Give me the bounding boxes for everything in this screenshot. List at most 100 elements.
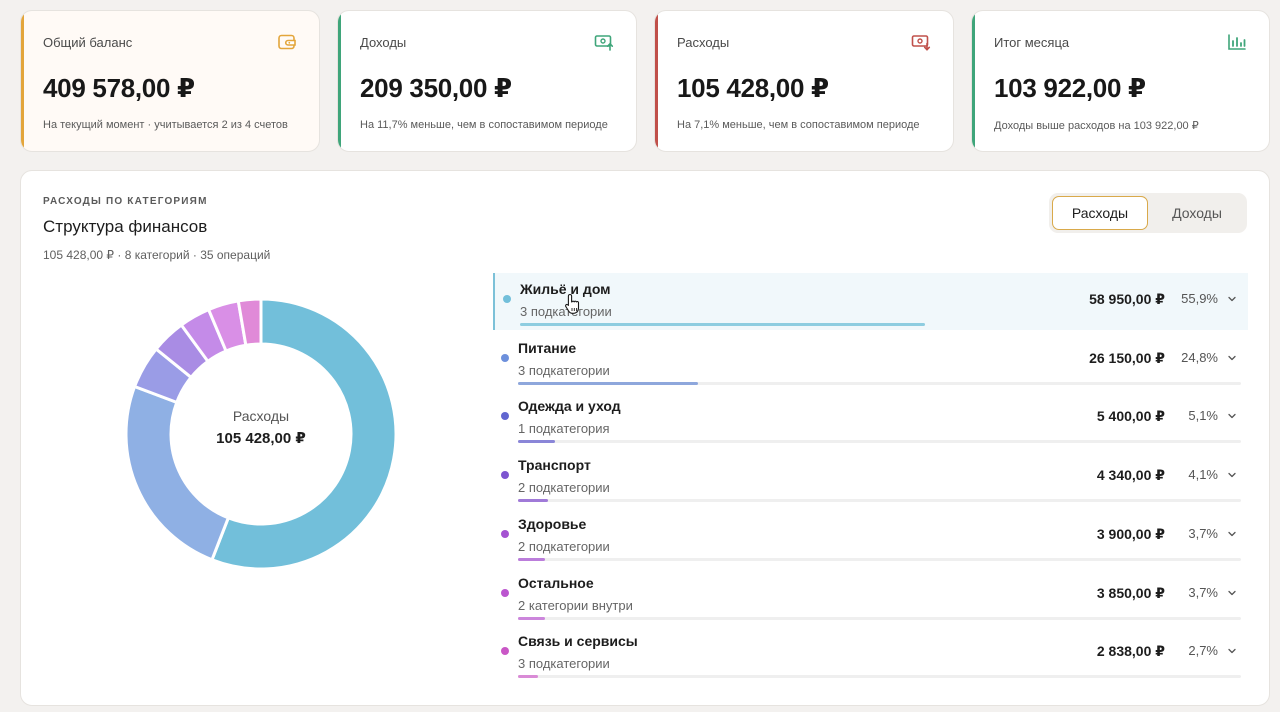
- card-note: На текущий момент · учитывается 2 из 4 с…: [43, 119, 288, 131]
- category-subtitle: 2 подкатегории: [518, 538, 610, 554]
- category-progress-track: [520, 323, 1243, 326]
- card-accent: [972, 11, 975, 151]
- card-accent: [21, 11, 24, 151]
- category-subtitle: 3 подкатегории: [518, 362, 610, 378]
- category-color-dot: [501, 471, 509, 480]
- chevron-down-icon[interactable]: [1226, 528, 1238, 540]
- card-accent: [655, 11, 658, 151]
- category-subtitle: 3 подкатегории: [520, 304, 612, 319]
- section-eyebrow: РАСХОДЫ ПО КАТЕГОРИЯМ: [43, 196, 208, 207]
- category-name: Остальное: [518, 574, 594, 591]
- donut-slice[interactable]: [210, 298, 397, 570]
- category-amount: 5 400,00 ₽: [1096, 408, 1165, 425]
- donut-slice[interactable]: [236, 298, 263, 348]
- category-name: Связь и сервисы: [518, 633, 638, 650]
- category-row[interactable]: Здоровье 2 подкатегории 3 900,00 ₽ 3,7%: [493, 508, 1248, 565]
- toggle-expenses[interactable]: Расходы: [1052, 196, 1148, 230]
- toggle-income[interactable]: Доходы: [1172, 205, 1222, 221]
- chevron-down-icon[interactable]: [1226, 469, 1238, 481]
- category-progress-track: [518, 675, 1241, 679]
- card-title: Расходы: [677, 35, 730, 50]
- category-amount: 4 340,00 ₽: [1096, 467, 1165, 484]
- category-subtitle: 1 подкатегория: [518, 421, 610, 437]
- category-progress-fill: [518, 675, 538, 679]
- category-name: Одежда и уход: [518, 398, 621, 415]
- category-color-dot: [501, 647, 509, 656]
- expense-card[interactable]: Расходы 105 428,00 ₽ На 7,1% меньше, чем…: [654, 10, 954, 152]
- summary-cards: Общий баланс 409 578,00 ₽ На текущий мом…: [20, 10, 1270, 152]
- category-progress-track: [518, 557, 1241, 561]
- category-percent: 4,1%: [1188, 467, 1218, 483]
- card-title: Общий баланс: [43, 35, 133, 50]
- category-percent: 55,9%: [1181, 291, 1218, 306]
- category-progress-track: [518, 616, 1241, 620]
- category-name: Жильё и дом: [520, 281, 611, 297]
- category-color-dot: [501, 588, 509, 597]
- category-row[interactable]: Связь и сервисы 3 подкатегории 2 838,00 ₽ 2…: [493, 625, 1248, 682]
- category-subtitle: 2 подкатегории: [518, 480, 610, 496]
- category-name: Здоровье: [518, 515, 587, 532]
- category-percent: 5,1%: [1188, 408, 1218, 424]
- income-card[interactable]: Доходы 209 350,00 ₽ На 11,7% меньше, чем…: [337, 10, 637, 152]
- donut-chart: [125, 298, 397, 570]
- wallet-icon: [278, 34, 296, 50]
- card-accent: [338, 11, 341, 151]
- category-progress-fill: [518, 616, 545, 620]
- category-progress-track: [518, 381, 1241, 385]
- category-progress-fill: [518, 499, 548, 503]
- category-percent: 24,8%: [1181, 349, 1218, 365]
- category-row[interactable]: Остальное 2 категории внутри 3 850,00 ₽ 3,7…: [493, 567, 1248, 624]
- card-value: 409 578,00 ₽: [43, 73, 195, 103]
- category-subtitle: 2 категории внутри: [518, 597, 633, 613]
- card-value: 103 922,00 ₽: [994, 73, 1146, 103]
- donut-center-value: 105 428,00 ₽: [216, 430, 306, 447]
- chevron-down-icon[interactable]: [1226, 645, 1238, 657]
- card-value: 209 350,00 ₽: [360, 73, 512, 103]
- category-percent: 2,7%: [1188, 643, 1218, 659]
- category-amount: 58 950,00 ₽: [1089, 291, 1165, 307]
- donut-center-label: Расходы: [232, 408, 290, 424]
- category-progress-fill: [518, 557, 545, 561]
- category-row[interactable]: Транспорт 2 подкатегории 4 340,00 ₽ 4,1%: [493, 449, 1248, 506]
- type-toggle: Расходы Доходы: [1049, 193, 1247, 233]
- section-title: Структура финансов: [43, 217, 208, 236]
- category-color-dot: [501, 353, 509, 362]
- chevron-down-icon[interactable]: [1226, 293, 1238, 305]
- chevron-down-icon[interactable]: [1226, 587, 1238, 599]
- section-meta: 105 428,00 ₽ · 8 категорий · 35 операций: [43, 248, 271, 262]
- category-row[interactable]: Одежда и уход 1 подкатегория 5 400,00 ₽ 5,1…: [493, 390, 1248, 447]
- category-color-dot: [501, 529, 509, 538]
- balance-card[interactable]: Общий баланс 409 578,00 ₽ На текущий мом…: [20, 10, 320, 152]
- card-note: На 7,1% меньше, чем в сопоставимом перио…: [677, 119, 920, 131]
- category-name: Транспорт: [518, 457, 591, 474]
- card-title: Итог месяца: [994, 35, 1070, 50]
- category-amount: 3 900,00 ₽: [1096, 525, 1165, 542]
- category-subtitle: 3 подкатегории: [518, 656, 610, 672]
- category-progress-track: [518, 499, 1241, 503]
- category-progress-fill: [518, 381, 698, 385]
- category-color-dot: [503, 295, 511, 303]
- expense-icon: [911, 35, 931, 51]
- month-total-card[interactable]: Итог месяца 103 922,00 ₽ Доходы выше рас…: [971, 10, 1270, 152]
- chevron-down-icon[interactable]: [1226, 352, 1238, 364]
- income-icon: [594, 35, 614, 51]
- card-note: На 11,7% меньше, чем в сопоставимом пери…: [360, 119, 608, 131]
- card-value: 105 428,00 ₽: [677, 73, 829, 103]
- category-color-dot: [501, 412, 509, 421]
- card-note: Доходы выше расходов на 103 922,00 ₽: [994, 120, 1199, 132]
- category-progress-fill: [518, 440, 555, 444]
- category-amount: 2 838,00 ₽: [1096, 643, 1165, 660]
- category-name: Питание: [518, 339, 577, 356]
- category-percent: 3,7%: [1188, 584, 1218, 600]
- category-amount: 3 850,00 ₽: [1096, 584, 1165, 601]
- categories-panel: РАСХОДЫ ПО КАТЕГОРИЯМ Структура финансов…: [20, 170, 1270, 706]
- bar-chart-icon: [1228, 34, 1246, 50]
- category-progress-track: [518, 440, 1241, 444]
- chevron-down-icon[interactable]: [1226, 410, 1238, 422]
- category-amount: 26 150,00 ₽: [1089, 349, 1165, 366]
- category-percent: 3,7%: [1188, 525, 1218, 541]
- category-progress-fill: [520, 323, 925, 326]
- category-row[interactable]: Питание 3 подкатегории 26 150,00 ₽ 24,8%: [493, 332, 1248, 389]
- category-row[interactable]: Жильё и дом 3 подкатегории 58 950,00 ₽ 55,9…: [493, 273, 1248, 330]
- card-title: Доходы: [360, 35, 407, 50]
